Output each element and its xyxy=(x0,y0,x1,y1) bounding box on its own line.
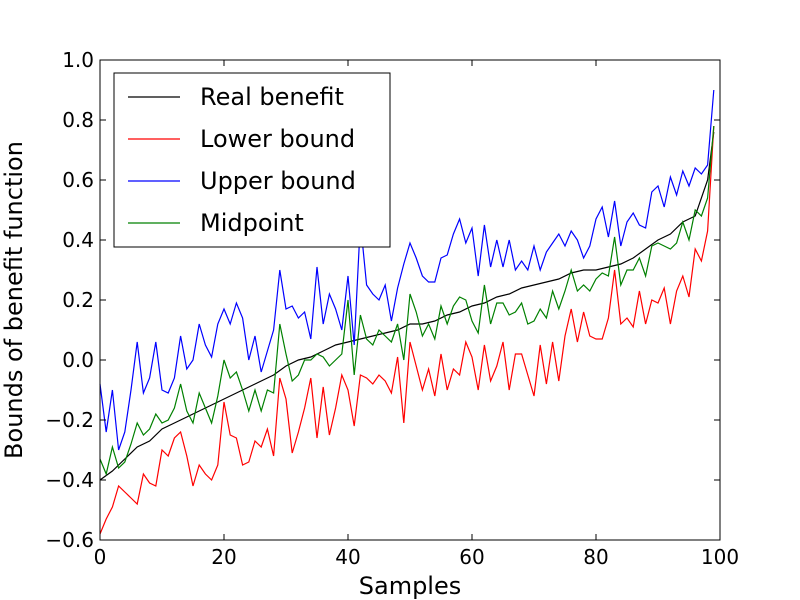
x-tick-label: 80 xyxy=(583,545,608,569)
legend-label-2: Upper bound xyxy=(200,167,356,195)
y-tick-label: 1.0 xyxy=(62,48,94,72)
y-axis-label: Bounds of benefit function xyxy=(0,141,28,459)
legend-items: Real benefit Lower bound Upper bound Midpoi… xyxy=(128,83,356,237)
y-tick-label: −0.2 xyxy=(45,408,94,432)
legend-label-0: Real benefit xyxy=(200,83,344,111)
legend: Real benefit Lower bound Upper bound Midpoi… xyxy=(113,72,391,248)
x-tick-label: 0 xyxy=(94,545,107,569)
y-tick-label: 0.2 xyxy=(62,288,94,312)
legend-label-1: Lower bound xyxy=(200,125,355,153)
y-tick-label: 0.6 xyxy=(62,168,94,192)
y-tick-label: −0.4 xyxy=(45,468,94,492)
series-line-2 xyxy=(99,89,715,451)
series-layer xyxy=(99,89,715,535)
tick-layer: 0 20 40 60 80 100 −0.6 −0.4 −0.2 0.0 0.2 0.4 0.6 0.8 1… xyxy=(45,48,739,569)
series-line-3 xyxy=(99,125,715,476)
series-line-0 xyxy=(99,131,715,481)
y-tick-label: −0.6 xyxy=(45,528,94,552)
x-tick-label: 60 xyxy=(459,545,484,569)
y-tick-label: 0.0 xyxy=(62,348,94,372)
legend-box xyxy=(113,72,391,248)
x-tick-label: 20 xyxy=(211,545,236,569)
x-axis-label: Samples xyxy=(359,572,462,600)
x-tick-label: 100 xyxy=(701,545,739,569)
legend-label-3: Midpoint xyxy=(200,209,304,237)
y-tick-label: 0.8 xyxy=(62,108,94,132)
series-line-1 xyxy=(99,125,715,535)
x-tick-label: 40 xyxy=(335,545,360,569)
y-tick-label: 0.4 xyxy=(62,228,94,252)
